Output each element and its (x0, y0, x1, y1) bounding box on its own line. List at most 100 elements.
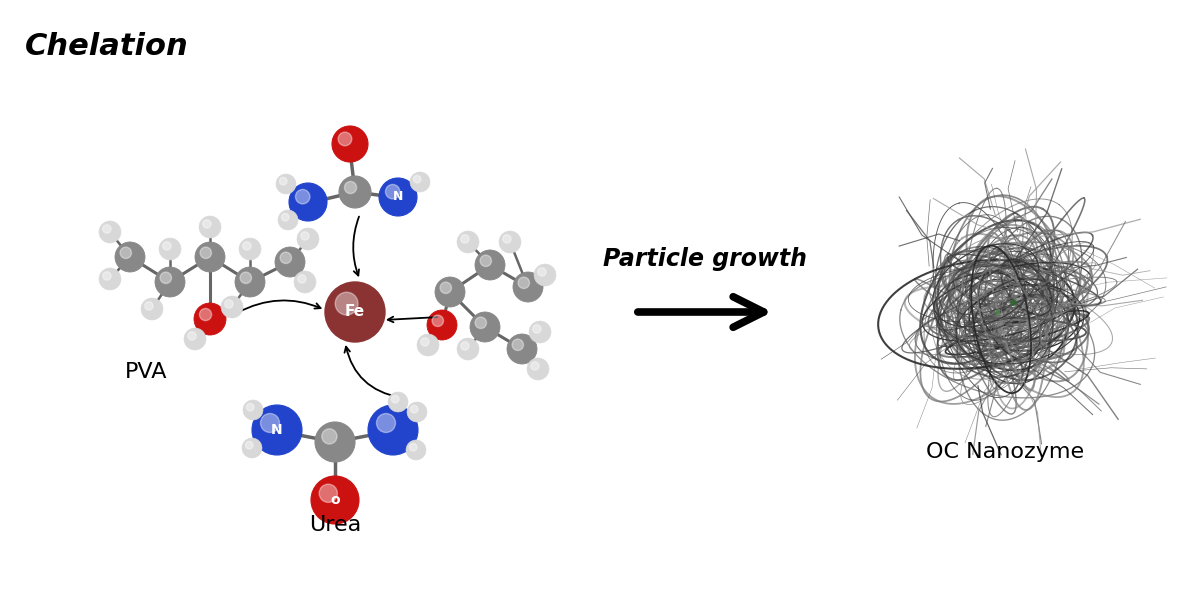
Circle shape (534, 264, 556, 286)
Circle shape (475, 250, 505, 280)
Circle shape (457, 231, 479, 253)
Circle shape (200, 247, 211, 259)
Circle shape (332, 126, 368, 162)
Circle shape (278, 210, 298, 230)
Circle shape (260, 414, 280, 432)
Circle shape (436, 277, 466, 307)
Circle shape (100, 221, 121, 243)
Circle shape (503, 235, 511, 243)
Circle shape (512, 339, 523, 350)
Circle shape (199, 309, 211, 321)
Circle shape (421, 338, 430, 346)
Circle shape (187, 332, 196, 340)
Circle shape (529, 321, 551, 343)
Circle shape (115, 242, 145, 272)
Circle shape (406, 440, 426, 460)
Circle shape (145, 301, 154, 310)
Circle shape (289, 183, 326, 221)
Circle shape (155, 267, 185, 297)
Circle shape (518, 277, 529, 288)
Circle shape (335, 292, 358, 315)
Circle shape (440, 282, 451, 294)
Circle shape (344, 181, 356, 193)
Circle shape (377, 414, 396, 432)
Circle shape (508, 334, 538, 364)
Circle shape (391, 395, 398, 403)
Circle shape (461, 235, 469, 243)
Circle shape (242, 438, 262, 458)
Circle shape (325, 282, 385, 342)
Circle shape (418, 334, 439, 356)
Circle shape (432, 315, 444, 327)
Circle shape (410, 405, 418, 413)
Circle shape (413, 176, 421, 183)
Circle shape (388, 392, 408, 412)
Circle shape (319, 484, 337, 503)
Circle shape (410, 172, 430, 192)
Circle shape (199, 216, 221, 238)
Circle shape (252, 405, 302, 455)
Circle shape (530, 362, 539, 370)
Text: Fe: Fe (344, 304, 365, 319)
Circle shape (338, 132, 352, 146)
Circle shape (246, 404, 254, 411)
Circle shape (100, 268, 121, 290)
Circle shape (538, 267, 546, 276)
Circle shape (224, 300, 233, 308)
Circle shape (103, 224, 112, 233)
Circle shape (239, 238, 262, 260)
Circle shape (221, 296, 242, 318)
Circle shape (160, 272, 172, 284)
Circle shape (409, 444, 418, 451)
Circle shape (427, 310, 457, 340)
Circle shape (244, 400, 263, 420)
Circle shape (480, 255, 492, 266)
Circle shape (203, 220, 211, 228)
Text: Chelation: Chelation (25, 32, 188, 61)
Circle shape (120, 247, 132, 259)
Text: Urea: Urea (308, 515, 361, 535)
Circle shape (275, 247, 305, 277)
Circle shape (385, 184, 400, 199)
Circle shape (475, 317, 486, 328)
Circle shape (295, 189, 310, 204)
Circle shape (322, 429, 337, 444)
Text: Particle growth: Particle growth (604, 247, 808, 271)
Circle shape (340, 176, 371, 208)
Circle shape (298, 228, 319, 250)
Circle shape (245, 441, 253, 449)
Circle shape (407, 402, 427, 422)
Circle shape (194, 242, 226, 272)
Circle shape (499, 231, 521, 253)
Circle shape (311, 476, 359, 524)
Text: PVA: PVA (125, 362, 168, 382)
Circle shape (281, 213, 289, 221)
Circle shape (103, 272, 112, 280)
Circle shape (527, 358, 550, 380)
Circle shape (298, 275, 306, 283)
Circle shape (461, 341, 469, 350)
Circle shape (158, 238, 181, 260)
Circle shape (235, 267, 265, 297)
Circle shape (379, 178, 418, 216)
Circle shape (242, 242, 251, 250)
Circle shape (314, 422, 355, 462)
Circle shape (280, 252, 292, 263)
Circle shape (184, 328, 206, 350)
Circle shape (194, 303, 226, 335)
Circle shape (240, 272, 252, 284)
Circle shape (457, 338, 479, 360)
Circle shape (470, 312, 500, 342)
Text: o: o (330, 493, 340, 507)
Circle shape (301, 232, 310, 240)
Text: OC Nanozyme: OC Nanozyme (926, 442, 1084, 462)
Circle shape (514, 272, 542, 302)
Circle shape (142, 298, 163, 320)
Circle shape (280, 177, 287, 185)
Circle shape (368, 405, 418, 455)
Text: N: N (392, 190, 403, 204)
Text: N: N (271, 423, 283, 437)
Circle shape (276, 174, 296, 194)
Circle shape (533, 325, 541, 333)
Circle shape (163, 242, 172, 250)
